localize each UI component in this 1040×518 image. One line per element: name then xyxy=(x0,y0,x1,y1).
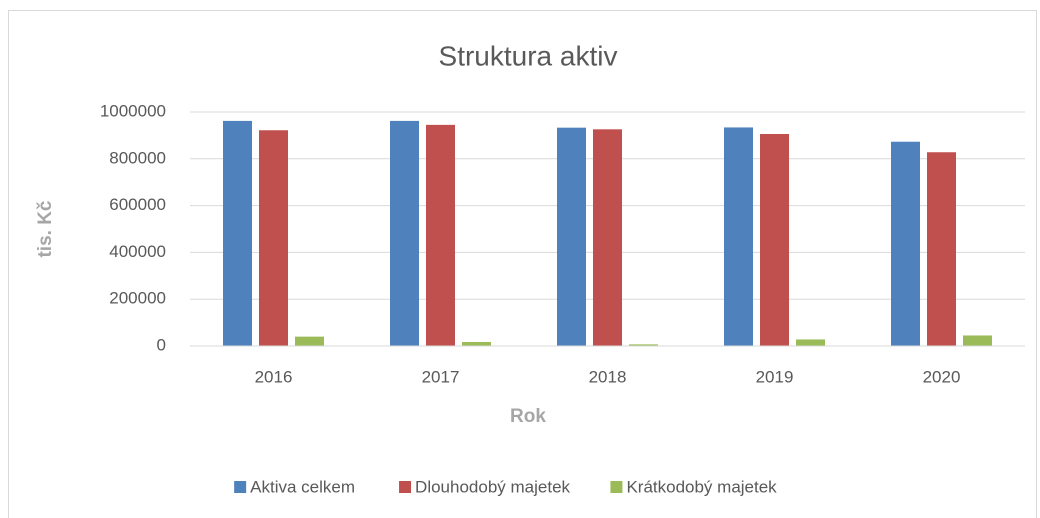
bar xyxy=(593,129,622,346)
y-tick-label: 0 xyxy=(157,335,166,354)
chart-border xyxy=(8,10,1037,518)
x-tick-label: 2017 xyxy=(422,367,460,386)
bar xyxy=(426,124,455,347)
y-tick-label: 200000 xyxy=(109,289,166,308)
bar xyxy=(891,141,920,346)
bar xyxy=(963,335,992,346)
x-tick-label: 2019 xyxy=(756,367,794,386)
bar xyxy=(724,127,753,346)
legend-swatch xyxy=(234,481,247,493)
x-tick-label: 2016 xyxy=(255,367,293,386)
bar xyxy=(462,342,491,346)
bar xyxy=(927,152,956,346)
x-tick-label: 2020 xyxy=(923,367,961,386)
legend-label: Dlouhodobý majetek xyxy=(415,477,570,496)
chart-title: Struktura aktiv xyxy=(439,40,618,71)
legend-label: Krátkodobý majetek xyxy=(626,477,777,496)
legend-swatch xyxy=(399,481,412,493)
y-tick-label: 800000 xyxy=(109,148,166,167)
x-axis-title: Rok xyxy=(510,406,546,427)
y-tick-label: 1000000 xyxy=(100,101,166,120)
bar xyxy=(390,120,419,346)
legend-swatch xyxy=(610,481,623,493)
legend-label: Aktiva celkem xyxy=(250,477,355,496)
bar xyxy=(796,339,825,346)
bar xyxy=(223,120,252,346)
bar xyxy=(295,336,324,346)
bar xyxy=(259,130,288,346)
bar xyxy=(557,127,586,346)
bar xyxy=(760,133,789,346)
y-tick-label: 600000 xyxy=(109,195,166,214)
bar xyxy=(629,344,658,346)
x-tick-label: 2018 xyxy=(589,367,627,386)
y-tick-label: 400000 xyxy=(109,242,166,261)
y-axis-title: tis. Kč xyxy=(35,200,56,257)
